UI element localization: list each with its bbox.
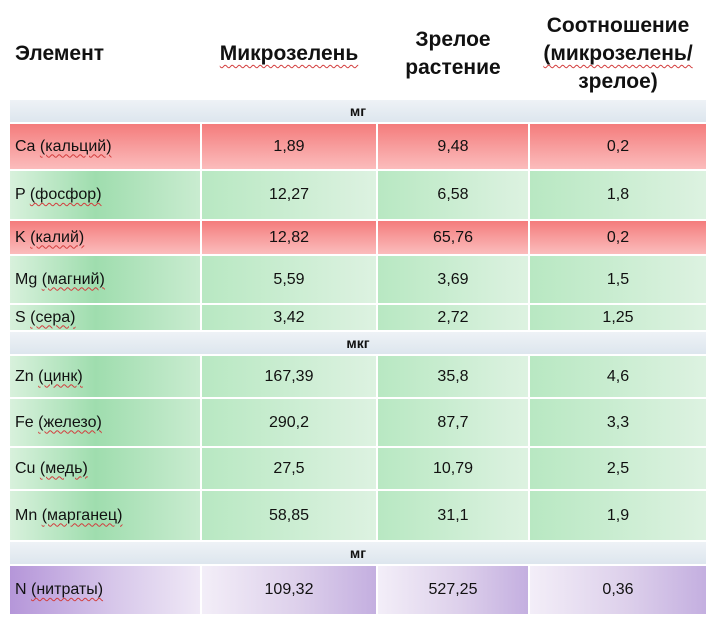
mature-value-cell: 3,69 [378,256,528,303]
table-row: N (нитраты) 109,32 527,25 0,36 [10,566,706,614]
ratio-value-cell: 0,2 [530,124,706,169]
ratio-value-cell: 0,36 [530,566,706,614]
mature-value-cell: 65,76 [378,221,528,254]
microgreen-value-cell: 1,89 [202,124,376,169]
element-symbol: Ca [15,137,36,155]
element-name: (нитраты) [31,581,104,598]
mature-value-cell: 10,79 [378,448,528,489]
ratio-value-cell: 3,3 [530,399,706,446]
element-symbol: Zn [15,367,34,385]
mature-value-cell: 35,8 [378,356,528,397]
element-name: (фосфор) [29,186,102,203]
mature-value-cell: 31,1 [378,491,528,540]
element-name: (кальций) [39,137,112,155]
ratio-value-cell: 4,6 [530,356,706,397]
microgreen-value-cell: 109,32 [202,566,376,614]
table-row: K (калий) 12,82 65,76 0,2 [10,221,706,254]
unit-label: мг [10,542,706,564]
header-mature-plant: Зрелое растение [378,10,528,98]
table-row: P (фосфор) 12,27 6,58 1,8 [10,171,706,219]
ratio-value-cell: 1,9 [530,491,706,540]
element-symbol: K [15,228,26,246]
nutrient-comparison-table: Элемент Микрозелень Зрелое растение Соот… [8,8,708,616]
element-symbol: Mn [15,506,38,524]
table-row: Mg (магний) 5,59 3,69 1,5 [10,256,706,303]
element-symbol: Mg [15,270,38,288]
mature-value-cell: 87,7 [378,399,528,446]
mature-value-cell: 527,25 [378,566,528,614]
element-name: (сера) [30,308,76,326]
table-row: Ca (кальций) 1,89 9,48 0,2 [10,124,706,169]
microgreen-value-cell: 167,39 [202,356,376,397]
microgreen-value-cell: 12,27 [202,171,376,219]
header-ratio-line-2: (микрозелень/ [543,42,693,65]
unit-section-row: мг [10,542,706,564]
ratio-value-cell: 1,8 [530,171,706,219]
header-ratio-line-1: Соотношение [546,14,690,37]
table-body: мг Ca (кальций) 1,89 9,48 0,2 P (фосфор) 12,27… [10,100,706,614]
microgreen-value-cell: 12,82 [202,221,376,254]
element-name: (железо) [38,413,102,431]
ratio-value-cell: 1,5 [530,256,706,303]
table-row: S (сера) 3,42 2,72 1,25 [10,305,706,330]
table-row: Zn (цинк) 167,39 35,8 4,6 [10,356,706,397]
element-symbol: N [15,581,27,598]
element-name: (магний) [41,270,105,288]
header-mature-line-1: Зрелое [415,28,491,51]
element-cell: Mg (магний) [10,256,200,303]
mature-value-cell: 2,72 [378,305,528,330]
element-symbol: S [15,308,26,326]
element-cell: Mn (марганец) [10,491,200,540]
element-symbol: Fe [15,413,34,431]
element-name: (медь) [39,459,88,477]
unit-section-row: мг [10,100,706,122]
table-row: Mn (марганец) 58,85 31,1 1,9 [10,491,706,540]
element-cell: Fe (железо) [10,399,200,446]
element-cell: N (нитраты) [10,566,200,614]
element-name: (калий) [30,228,85,246]
header-element: Элемент [10,10,200,98]
element-name: (марганец) [41,506,123,524]
microgreen-value-cell: 27,5 [202,448,376,489]
element-symbol: Cu [15,459,36,477]
header-row: Элемент Микрозелень Зрелое растение Соот… [10,10,706,98]
table-row: Cu (медь) 27,5 10,79 2,5 [10,448,706,489]
unit-label: мкг [10,332,706,354]
element-cell: Ca (кальций) [10,124,200,169]
element-cell: Cu (медь) [10,448,200,489]
element-cell: P (фосфор) [10,171,200,219]
table-row: Fe (железо) 290,2 87,7 3,3 [10,399,706,446]
header-ratio-line-3: зрелое) [578,70,658,93]
microgreen-value-cell: 290,2 [202,399,376,446]
mature-value-cell: 9,48 [378,124,528,169]
ratio-value-cell: 2,5 [530,448,706,489]
ratio-value-cell: 1,25 [530,305,706,330]
unit-section-row: мкг [10,332,706,354]
ratio-value-cell: 0,2 [530,221,706,254]
microgreen-value-cell: 5,59 [202,256,376,303]
unit-label: мг [10,100,706,122]
header-element-label: Элемент [15,42,105,65]
element-cell: Zn (цинк) [10,356,200,397]
element-cell: K (калий) [10,221,200,254]
header-microgreen-label: Микрозелень [219,42,359,65]
header-mature-line-2: растение [405,56,501,79]
microgreen-value-cell: 58,85 [202,491,376,540]
element-name: (цинк) [38,367,83,385]
mature-value-cell: 6,58 [378,171,528,219]
element-symbol: P [15,186,26,203]
element-cell: S (сера) [10,305,200,330]
microgreen-value-cell: 3,42 [202,305,376,330]
header-ratio: Соотношение (микрозелень/ зрелое) [530,10,706,98]
header-microgreen: Микрозелень [202,10,376,98]
